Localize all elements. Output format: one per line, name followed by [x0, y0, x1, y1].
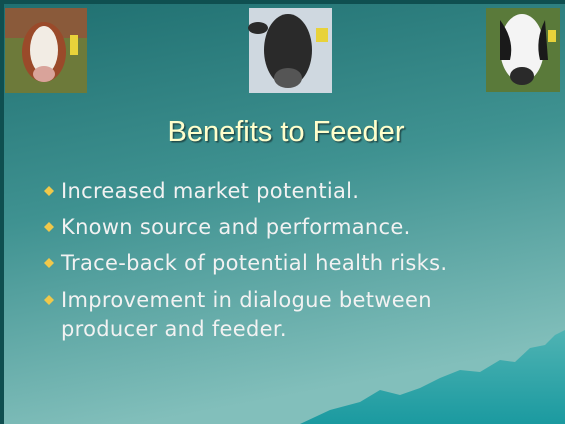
slide: Benefits to Feeder Increased market pote… — [0, 0, 565, 424]
photo-right — [486, 8, 560, 92]
page: {"title": "Benefits to Feeder", "bullets… — [0, 0, 565, 424]
left-border — [0, 0, 4, 424]
slide-title: Benefits to Feeder — [168, 116, 405, 148]
bullet-text: producer and feeder. — [61, 317, 287, 341]
bullet-text: Increased market potential. — [61, 179, 359, 203]
bullet-text: Known source and performance. — [61, 215, 411, 239]
photo-middle — [248, 8, 332, 93]
top-border — [0, 0, 565, 4]
photo-left — [5, 8, 87, 93]
bullet-text: Trace-back of potential health risks. — [60, 251, 447, 275]
bullet-text: Improvement in dialogue between — [61, 288, 432, 312]
